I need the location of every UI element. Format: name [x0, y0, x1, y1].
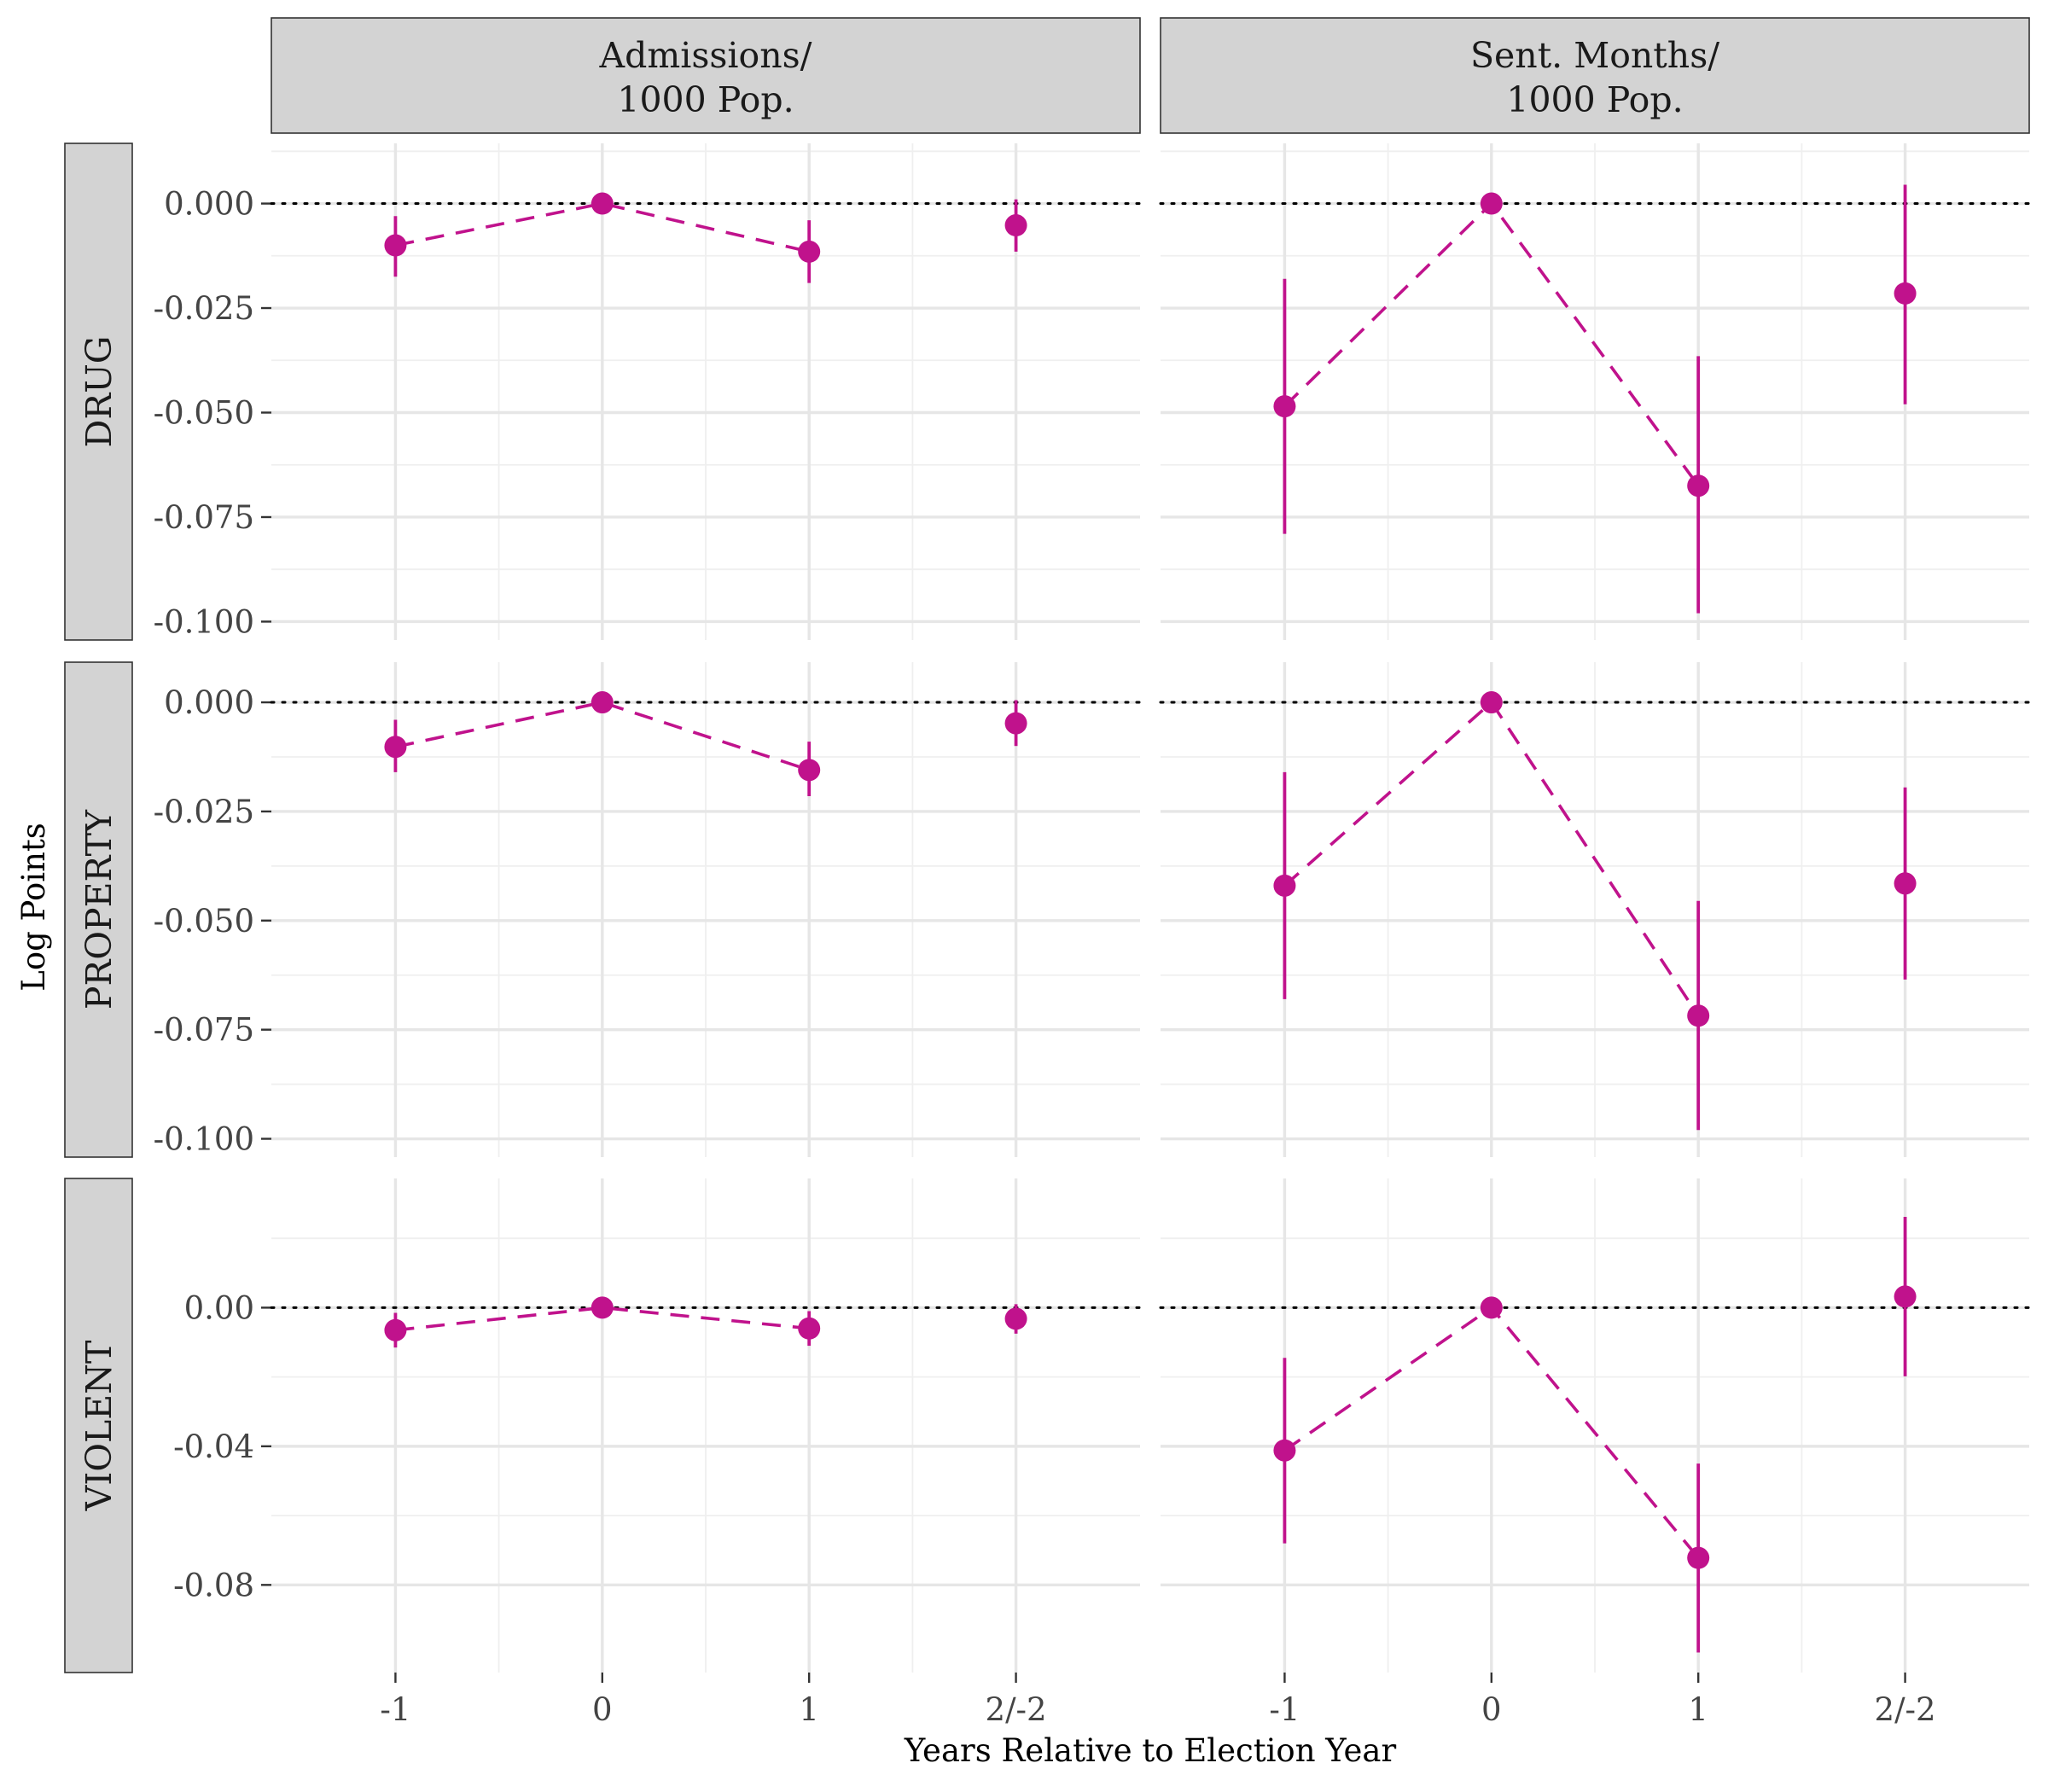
panel-property-sentmonths: [1159, 662, 2031, 1157]
y-tick-label: -0.075: [154, 1012, 254, 1049]
column-strip-label-line: 1000 Pop.: [1506, 79, 1683, 120]
data-point: [1894, 872, 1917, 895]
data-point: [1480, 691, 1503, 714]
column-strip-box: [271, 17, 1141, 134]
data-point: [1894, 1285, 1917, 1308]
y-axis-title: Log Points: [15, 823, 52, 991]
y-tick-label: -0.08: [173, 1567, 254, 1603]
panel-violent-sentmonths: [1159, 1178, 2031, 1673]
data-point: [1004, 712, 1027, 735]
data-point: [591, 691, 614, 714]
data-point: [591, 192, 614, 215]
column-strip-box: [1160, 17, 2030, 134]
series-dashed-line: [395, 201, 810, 253]
column-strip-admissions: Admissions/1000 Pop.: [271, 17, 1141, 134]
x-tick-label: 2/-2: [986, 1691, 1047, 1728]
data-point: [384, 1318, 407, 1341]
data-point: [1004, 214, 1027, 237]
panel-violent-admissions: [270, 1178, 1142, 1673]
x-tick-label: -1: [380, 1691, 410, 1728]
row-strip-label: DRUG: [79, 335, 119, 447]
data-point: [798, 1317, 821, 1340]
series-dashed-line: [395, 701, 810, 772]
data-point: [384, 736, 407, 759]
x-tick-label: 1: [1688, 1691, 1708, 1728]
data-point: [1687, 1004, 1710, 1027]
data-point: [1894, 282, 1917, 305]
y-tick-label: -0.075: [154, 499, 254, 536]
data-point: [1004, 1307, 1027, 1330]
row-strip-label: PROPERTY: [79, 809, 119, 1009]
panel-drug-admissions: [270, 143, 1142, 640]
y-tick-label: -0.050: [154, 903, 254, 940]
data-point: [1273, 874, 1296, 897]
row-strip-label: VIOLENT: [79, 1341, 119, 1512]
x-tick-label: 0: [592, 1691, 613, 1728]
column-strip-label-line: Admissions/: [599, 35, 812, 76]
row-strip-box: [64, 1178, 133, 1673]
data-point: [1480, 192, 1503, 215]
x-tick-label: 2/-2: [1875, 1691, 1936, 1728]
y-tick-label: 0.00: [184, 1289, 254, 1326]
row-strip-violent: VIOLENT: [64, 1178, 133, 1673]
x-tick-label: 1: [799, 1691, 819, 1728]
y-tick-label: -0.025: [154, 290, 254, 327]
row-strip-property: PROPERTY: [64, 661, 133, 1158]
series-dashed-line: [395, 1306, 810, 1332]
panel-drug-sentmonths: [1159, 143, 2031, 640]
x-tick-label: -1: [1269, 1691, 1300, 1728]
y-tick-label: -0.025: [154, 794, 254, 830]
row-strip-box: [64, 661, 133, 1158]
row-strip-box: [64, 143, 133, 641]
series-dashed-line: [1283, 700, 1700, 1017]
data-point: [384, 234, 407, 257]
data-point: [1480, 1296, 1503, 1319]
data-point: [798, 759, 821, 782]
column-strip-sentmonths: Sent. Months/1000 Pop.: [1160, 17, 2030, 134]
panel-property-admissions: [270, 662, 1142, 1157]
data-point: [591, 1296, 614, 1319]
row-strip-drug: DRUG: [64, 143, 133, 641]
column-strip-label-line: Sent. Months/: [1470, 35, 1719, 76]
x-tick-label: 0: [1481, 1691, 1502, 1728]
data-point: [1687, 474, 1710, 497]
data-point: [1273, 395, 1296, 418]
y-tick-label: -0.100: [154, 1121, 254, 1158]
y-tick-label: -0.100: [154, 603, 254, 640]
x-axis-title: Years Relative to Election Year: [904, 1732, 1397, 1769]
column-strip-label-line: 1000 Pop.: [617, 79, 794, 120]
y-tick-label: 0.000: [164, 186, 254, 223]
y-tick-label: 0.000: [164, 684, 254, 721]
y-tick-label: -0.04: [173, 1428, 254, 1465]
y-tick-label: -0.050: [154, 394, 254, 431]
data-point: [798, 240, 821, 263]
data-point: [1273, 1439, 1296, 1462]
data-point: [1687, 1546, 1710, 1569]
